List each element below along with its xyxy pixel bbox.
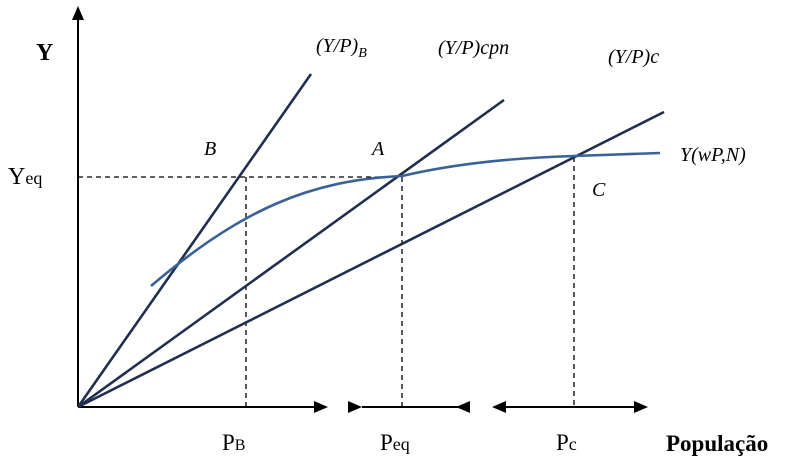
y-eq-label-main: Y	[8, 164, 25, 190]
p-eq-label: Peq	[380, 430, 410, 455]
p-b-label-main: P	[222, 430, 235, 455]
x-axis-label: População	[666, 431, 768, 456]
x-axis-arrow-left-1-icon	[456, 401, 470, 413]
line-b-label: (Y/P)B	[316, 35, 367, 61]
x-axis-arrow-right-2-icon	[348, 401, 362, 413]
point-b-label: B	[204, 138, 216, 160]
p-eq-label-sub: eq	[393, 434, 410, 454]
p-b-label-sub: B	[235, 437, 246, 454]
y-axis-arrow-icon	[72, 6, 84, 20]
p-c-label-sub: c	[569, 434, 577, 454]
y-eq-label: Yeq	[8, 164, 42, 190]
p-c-label: Pc	[556, 430, 577, 455]
x-axis-arrow-left-2-icon	[492, 401, 506, 413]
production-curve-label: Y(wP,N)	[680, 144, 746, 166]
p-b-label: PB	[222, 430, 245, 455]
line-b-label-main: (Y/P)	[316, 35, 359, 57]
production-curve	[150, 151, 661, 287]
line-b-label-sub: B	[358, 46, 367, 61]
point-a-label: A	[370, 138, 385, 160]
ray-c	[77, 110, 665, 409]
y-eq-label-sub: eq	[25, 168, 42, 188]
point-c-label: C	[592, 179, 606, 201]
x-axis-arrow-right-1-icon	[314, 401, 328, 413]
ray-cpn	[77, 98, 505, 409]
ray-b	[76, 73, 313, 408]
line-cpn-label: (Y/P)cpn	[438, 37, 509, 59]
p-eq-label-main: P	[380, 430, 393, 455]
p-c-label-main: P	[556, 430, 569, 455]
x-axis-arrow-right-3-icon	[634, 401, 648, 413]
y-axis-label: Y	[36, 40, 53, 66]
line-c-label: (Y/P)c	[608, 46, 659, 68]
